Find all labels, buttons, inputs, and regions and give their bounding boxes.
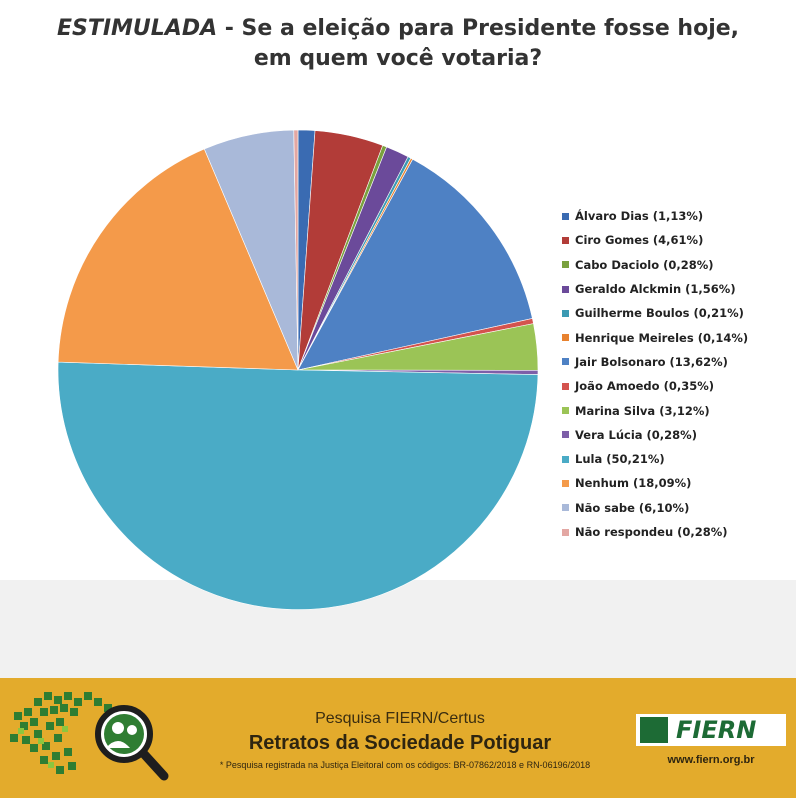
legend-label: Ciro Gomes (4,61%) xyxy=(575,233,704,248)
footer-subtitle: Pesquisa FIERN/Certus xyxy=(315,710,485,727)
legend-swatch xyxy=(562,504,569,512)
legend-swatch xyxy=(562,334,569,342)
legend-label: Guilherme Boulos (0,21%) xyxy=(575,306,744,321)
legend-swatch xyxy=(562,407,569,415)
legend-swatch xyxy=(562,382,569,390)
legend-item: Lula (50,21%) xyxy=(562,447,748,471)
legend-swatch xyxy=(562,479,569,487)
legend-label: Nenhum (18,09%) xyxy=(575,476,692,491)
legend-item: Jair Bolsonaro (13,62%) xyxy=(562,350,748,374)
legend-label: Henrique Meireles (0,14%) xyxy=(575,330,749,345)
rn-map-magnifier-icon xyxy=(10,692,169,781)
footer-main-title: Retratos da Sociedade Potiguar xyxy=(248,732,552,754)
legend-swatch xyxy=(562,261,569,269)
pie-slice-11 xyxy=(57,148,299,371)
legend-label: Não respondeu (0,28%) xyxy=(575,525,728,539)
legend-label: Álvaro Dias (1,13%) xyxy=(575,209,704,224)
legend-swatch xyxy=(562,528,569,536)
legend-label: Vera Lúcia (0,28%) xyxy=(575,427,697,442)
chart-background-band xyxy=(0,580,796,678)
pie-slice-13 xyxy=(293,129,299,371)
legend-item: Guilherme Boulos (0,21%) xyxy=(562,301,748,325)
legend-item: Não respondeu (0,28%) xyxy=(562,520,748,544)
legend-item: Geraldo Alckmin (1,56%) xyxy=(562,277,748,301)
legend-swatch xyxy=(562,358,569,366)
footer-website[interactable]: www.fiern.org.br xyxy=(667,754,755,766)
legend-item: João Amoedo (0,35%) xyxy=(562,374,748,398)
title-line-2: em quem você votaria? xyxy=(253,46,543,71)
footer-registration-note: * Pesquisa registrada na Justiça Eleitor… xyxy=(219,760,591,770)
legend-label: Lula (50,21%) xyxy=(575,452,665,467)
legend-swatch xyxy=(562,212,569,220)
fiern-logo-mark xyxy=(640,717,668,743)
legend-label: Geraldo Alckmin (1,56%) xyxy=(575,282,736,297)
legend-label: Cabo Daciolo (0,28%) xyxy=(575,257,714,272)
title-emphasis: ESTIMULADA xyxy=(56,16,218,41)
legend-label: Marina Silva (3,12%) xyxy=(575,403,710,418)
legend-label: Jair Bolsonaro (13,62%) xyxy=(575,354,728,369)
legend-item: Henrique Meireles (0,14%) xyxy=(562,325,748,349)
legend-swatch xyxy=(562,236,569,244)
legend-item: Vera Lúcia (0,28%) xyxy=(562,423,748,447)
chart-legend: Álvaro Dias (1,13%) Ciro Gomes (4,61%) Cab… xyxy=(562,204,748,544)
legend-item: Marina Silva (3,12%) xyxy=(562,398,748,422)
legend-swatch xyxy=(562,309,569,317)
legend-item: Nenhum (18,09%) xyxy=(562,471,748,495)
fiern-logo-text: FIERN xyxy=(676,716,757,744)
legend-swatch xyxy=(562,455,569,463)
legend-label: Não sabe (6,10%) xyxy=(575,500,690,515)
legend-item: Álvaro Dias (1,13%) xyxy=(562,204,748,228)
legend-item: Cabo Daciolo (0,28%) xyxy=(562,253,748,277)
chart-title: ESTIMULADA - Se a eleição para President… xyxy=(0,14,796,74)
legend-swatch xyxy=(562,285,569,293)
pie-slice-6 xyxy=(297,158,533,371)
legend-item: Não sabe (6,10%) xyxy=(562,496,748,520)
title-rest: - Se a eleição para Presidente fosse hoj… xyxy=(217,16,740,41)
legend-label: João Amoedo (0,35%) xyxy=(575,379,714,394)
pie-slice-10 xyxy=(57,361,539,610)
legend-swatch xyxy=(562,431,569,439)
legend-item: Ciro Gomes (4,61%) xyxy=(562,228,748,252)
